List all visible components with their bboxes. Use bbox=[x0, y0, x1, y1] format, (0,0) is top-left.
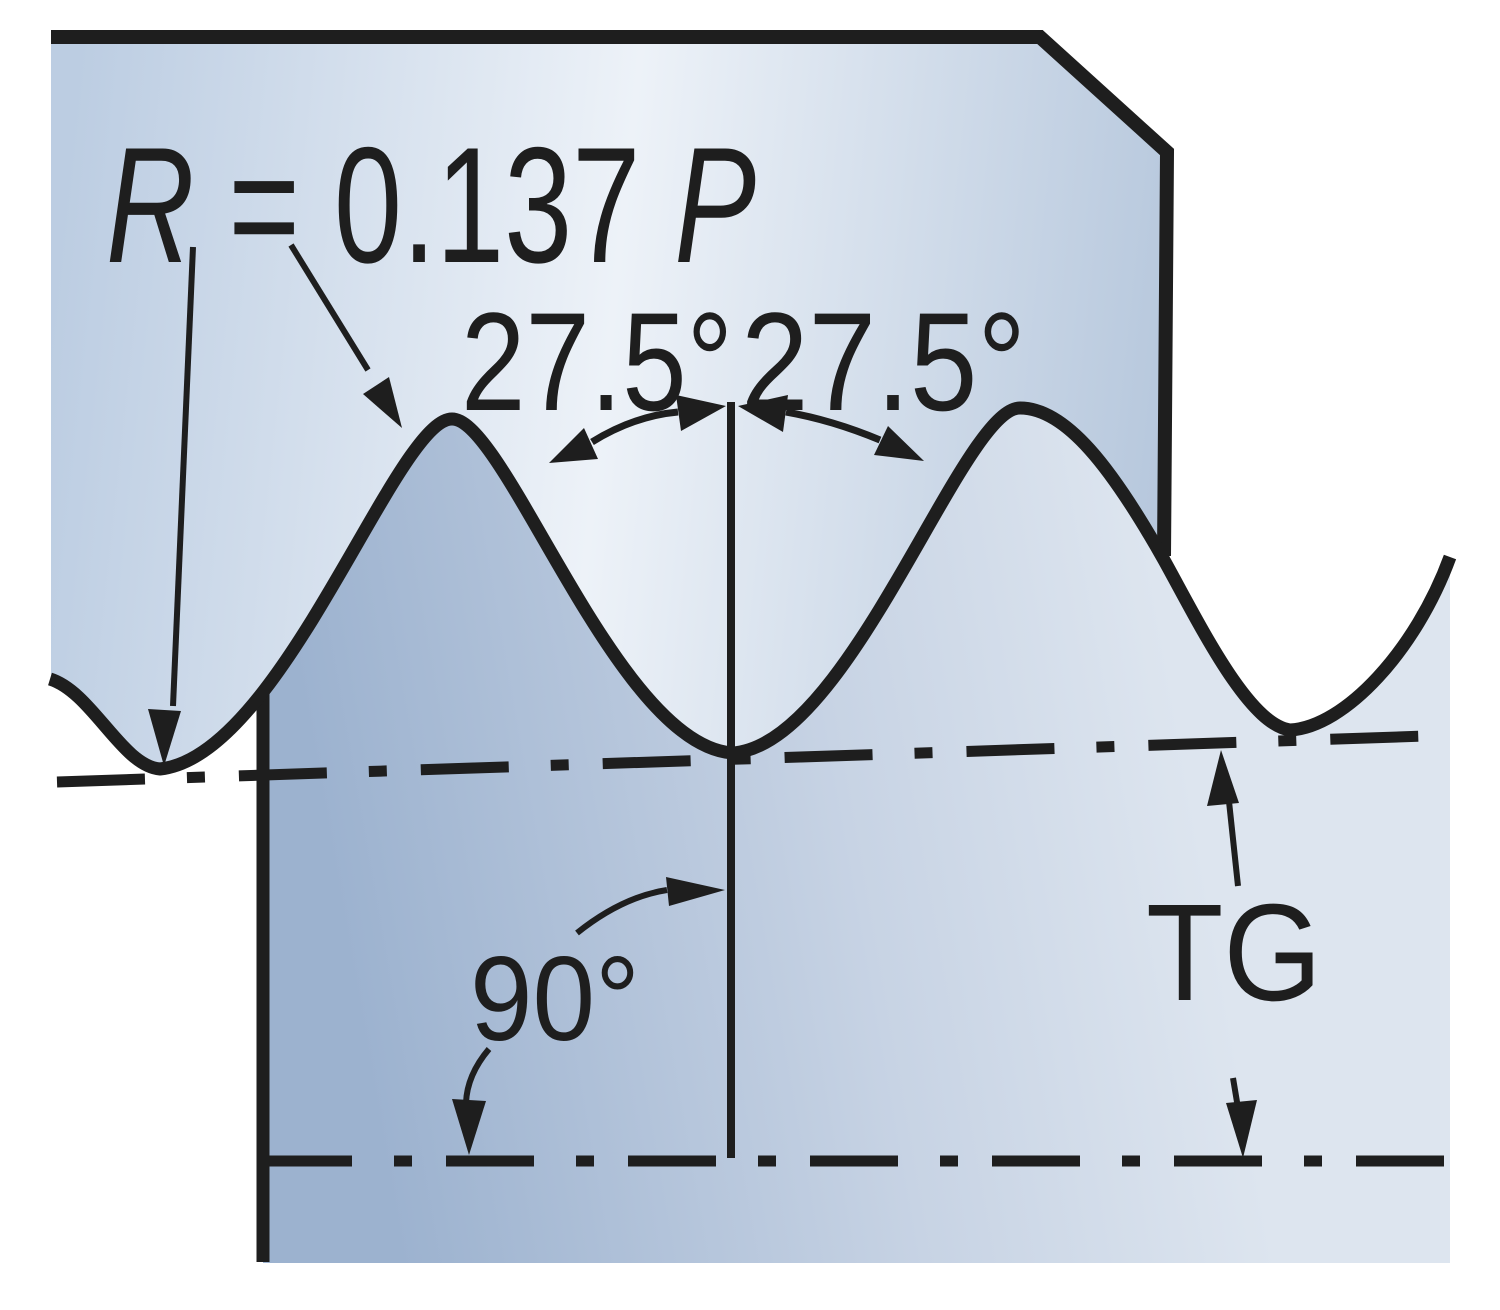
angle-arc-right bbox=[785, 408, 882, 444]
radius-formula-label: R = 0.137 P bbox=[106, 113, 756, 297]
angle-arc-left-arrowhead-inner bbox=[676, 395, 726, 431]
radius-arrowhead-root bbox=[148, 709, 181, 766]
insert-border bbox=[51, 30, 1175, 557]
radius-arrow-shaft-crest bbox=[288, 243, 371, 372]
radius-formula-r: R bbox=[106, 113, 194, 297]
angle-arc-left-arrowhead-outer bbox=[549, 428, 598, 463]
tg-arrowhead-up bbox=[1207, 750, 1239, 806]
angle90-arrow-shaft-down bbox=[463, 1047, 492, 1104]
angle-arc-right-arrowhead-outer bbox=[874, 426, 924, 461]
angle90-arrow-shaft-up bbox=[575, 887, 668, 936]
angle90-arrowhead-up bbox=[666, 877, 725, 906]
radius-arrowhead-crest bbox=[363, 377, 402, 428]
thread-gauge-label: TG bbox=[1146, 876, 1322, 1030]
perpendicular-angle-label: 90° bbox=[470, 932, 640, 1066]
angle-arc-right-arrowhead-inner bbox=[738, 395, 788, 432]
radius-formula-eq: = 0.137 bbox=[194, 113, 674, 297]
thread-profile-curve bbox=[47, 401, 1457, 776]
tg-arrowhead-down bbox=[1226, 1100, 1257, 1158]
flank-angle-right-label: 27.5° bbox=[741, 283, 1026, 440]
workpiece-body bbox=[263, 408, 1450, 1263]
flank-angle-left-label: 27.5° bbox=[461, 283, 733, 440]
tg-arrow-shaft-up bbox=[1225, 791, 1241, 887]
centerline-upper bbox=[56, 729, 1457, 788]
radius-formula-p: P bbox=[674, 113, 756, 297]
radius-arrow-shaft-root bbox=[170, 246, 196, 707]
angle90-arrowhead-down bbox=[452, 1099, 486, 1155]
angle-arc-left bbox=[590, 408, 679, 445]
